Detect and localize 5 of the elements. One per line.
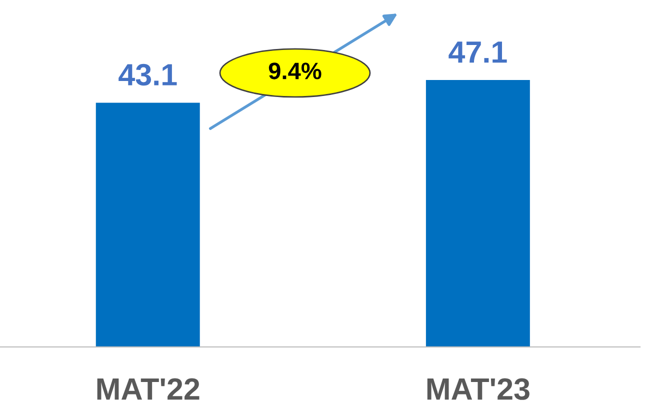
data-label: 47.1 (448, 42, 507, 63)
data-label: 43.1 (118, 64, 177, 86)
x-tick-label: MAT'22 (97, 378, 200, 400)
text: 9.4% (268, 62, 322, 80)
x-tick-label: MAT'23 (427, 378, 530, 400)
